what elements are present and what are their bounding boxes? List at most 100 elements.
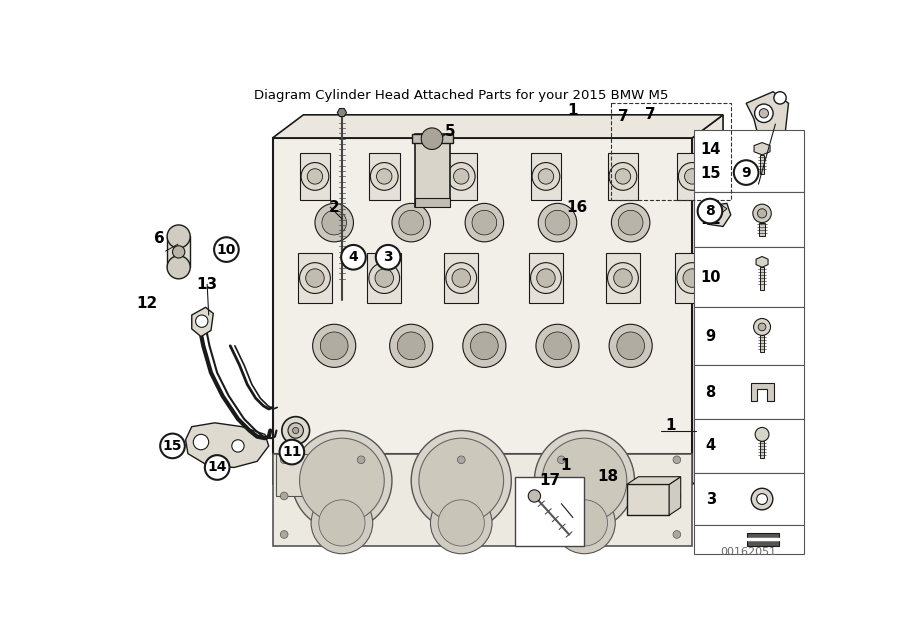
Circle shape xyxy=(232,439,244,452)
FancyBboxPatch shape xyxy=(694,473,804,525)
Text: 9: 9 xyxy=(706,329,716,343)
Circle shape xyxy=(609,163,637,190)
Polygon shape xyxy=(338,109,346,116)
Circle shape xyxy=(679,163,706,190)
Circle shape xyxy=(673,492,680,500)
Circle shape xyxy=(752,488,773,510)
Circle shape xyxy=(311,492,373,554)
Circle shape xyxy=(677,263,707,293)
FancyBboxPatch shape xyxy=(694,192,804,247)
FancyBboxPatch shape xyxy=(515,477,584,546)
Text: 12: 12 xyxy=(137,296,157,311)
Text: 4: 4 xyxy=(706,438,716,453)
Circle shape xyxy=(167,256,190,279)
Circle shape xyxy=(758,323,766,331)
Polygon shape xyxy=(369,153,400,200)
Circle shape xyxy=(472,211,497,235)
Circle shape xyxy=(288,423,303,438)
Text: 9: 9 xyxy=(742,165,751,179)
Polygon shape xyxy=(677,153,707,200)
Text: 6: 6 xyxy=(154,230,165,245)
Polygon shape xyxy=(626,477,680,485)
Circle shape xyxy=(319,500,365,546)
Circle shape xyxy=(531,263,562,293)
Circle shape xyxy=(315,204,354,242)
Circle shape xyxy=(698,198,723,223)
FancyBboxPatch shape xyxy=(412,134,453,143)
Circle shape xyxy=(758,209,767,218)
Circle shape xyxy=(371,163,398,190)
Text: 7: 7 xyxy=(617,109,628,124)
Polygon shape xyxy=(746,92,788,146)
Circle shape xyxy=(214,237,238,262)
Circle shape xyxy=(446,263,477,293)
Text: 3: 3 xyxy=(383,251,393,265)
FancyBboxPatch shape xyxy=(694,419,804,473)
Circle shape xyxy=(292,431,392,530)
Circle shape xyxy=(760,109,769,118)
Circle shape xyxy=(392,204,430,242)
FancyBboxPatch shape xyxy=(760,155,764,174)
Circle shape xyxy=(562,500,608,546)
FancyBboxPatch shape xyxy=(694,247,804,307)
Circle shape xyxy=(341,245,365,270)
Circle shape xyxy=(399,211,424,235)
Text: 8: 8 xyxy=(706,385,716,399)
Circle shape xyxy=(753,319,770,335)
FancyBboxPatch shape xyxy=(694,130,804,192)
Circle shape xyxy=(205,455,230,480)
Text: 17: 17 xyxy=(539,473,561,488)
Polygon shape xyxy=(445,253,478,303)
FancyBboxPatch shape xyxy=(747,534,779,546)
FancyBboxPatch shape xyxy=(415,198,450,207)
Circle shape xyxy=(536,269,555,287)
Circle shape xyxy=(538,169,554,184)
FancyBboxPatch shape xyxy=(760,441,764,459)
Circle shape xyxy=(160,434,184,459)
Text: 14: 14 xyxy=(700,142,721,158)
Polygon shape xyxy=(626,485,669,515)
Circle shape xyxy=(754,104,773,123)
Polygon shape xyxy=(192,307,213,336)
Circle shape xyxy=(418,438,504,523)
FancyBboxPatch shape xyxy=(694,525,804,554)
FancyBboxPatch shape xyxy=(276,453,334,496)
Polygon shape xyxy=(273,453,692,485)
Circle shape xyxy=(300,438,384,523)
Text: 2: 2 xyxy=(328,200,339,215)
Circle shape xyxy=(757,494,768,504)
Circle shape xyxy=(457,456,465,464)
Circle shape xyxy=(280,530,288,538)
Text: 11: 11 xyxy=(700,212,721,227)
Circle shape xyxy=(376,245,400,270)
Text: 1: 1 xyxy=(560,458,571,473)
Circle shape xyxy=(302,163,328,190)
Circle shape xyxy=(300,263,330,293)
Text: 10: 10 xyxy=(217,242,236,256)
Circle shape xyxy=(447,163,475,190)
Circle shape xyxy=(280,492,288,500)
Circle shape xyxy=(544,332,572,360)
Text: 13: 13 xyxy=(196,277,218,292)
Circle shape xyxy=(616,332,644,360)
Polygon shape xyxy=(300,153,330,200)
Text: 16: 16 xyxy=(566,200,588,215)
Circle shape xyxy=(611,204,650,242)
Circle shape xyxy=(618,211,643,235)
Text: 18: 18 xyxy=(597,469,618,484)
Circle shape xyxy=(554,492,616,554)
Text: 1: 1 xyxy=(665,418,676,432)
Circle shape xyxy=(375,269,393,287)
Polygon shape xyxy=(754,142,770,155)
Circle shape xyxy=(616,169,631,184)
Polygon shape xyxy=(529,253,562,303)
Text: 00162051: 00162051 xyxy=(720,547,777,556)
Circle shape xyxy=(173,245,184,258)
Circle shape xyxy=(369,263,400,293)
FancyBboxPatch shape xyxy=(760,335,764,352)
Circle shape xyxy=(376,169,392,184)
Polygon shape xyxy=(675,253,709,303)
Circle shape xyxy=(312,324,356,368)
Circle shape xyxy=(411,431,511,530)
Polygon shape xyxy=(692,115,723,485)
